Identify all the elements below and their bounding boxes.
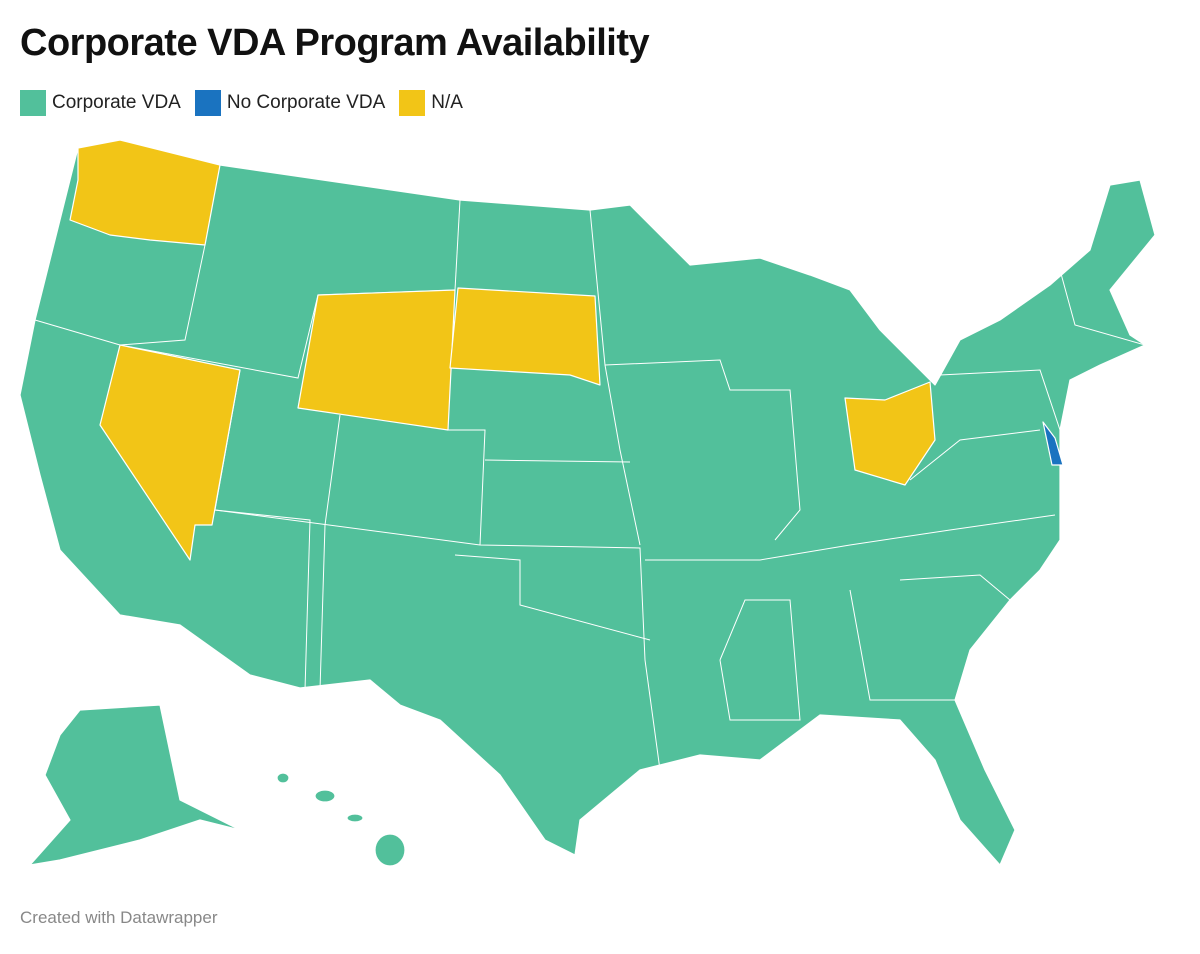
border [909, 429, 1041, 481]
border [214, 509, 661, 771]
region [844, 381, 936, 486]
region [297, 289, 456, 431]
legend-label: Corporate VDA [52, 92, 181, 113]
legend-swatch [194, 90, 221, 116]
border [119, 244, 206, 346]
legend-label: No Corporate VDA [226, 92, 386, 113]
border [939, 369, 1061, 431]
legend-item: Corporate VDA [20, 90, 181, 116]
border [448, 429, 486, 546]
region [29, 704, 241, 866]
border [604, 359, 801, 541]
border [849, 589, 955, 701]
legend-label: N/A [431, 92, 463, 113]
region [1042, 421, 1064, 466]
border [645, 514, 1056, 561]
footer: Created with Datawrapper [20, 908, 218, 927]
title: Corporate VDA Program Availability [20, 22, 650, 64]
border [319, 414, 341, 691]
region [276, 772, 290, 784]
region [449, 287, 601, 386]
border [899, 574, 1011, 601]
region [99, 344, 241, 561]
region [346, 813, 364, 823]
border [719, 599, 801, 721]
legend-swatch [20, 90, 46, 116]
legend: Corporate VDA No Corporate VDA N/A [20, 90, 463, 116]
border [1059, 269, 1146, 346]
region [314, 789, 336, 803]
legend-swatch [399, 90, 426, 116]
region [374, 833, 406, 867]
border [454, 554, 651, 641]
border [454, 199, 461, 291]
legend-item: N/A [399, 90, 463, 116]
region [69, 139, 221, 246]
region [19, 147, 1156, 866]
border [484, 459, 631, 463]
legend-item: No Corporate VDA [194, 90, 386, 116]
border [589, 209, 641, 546]
